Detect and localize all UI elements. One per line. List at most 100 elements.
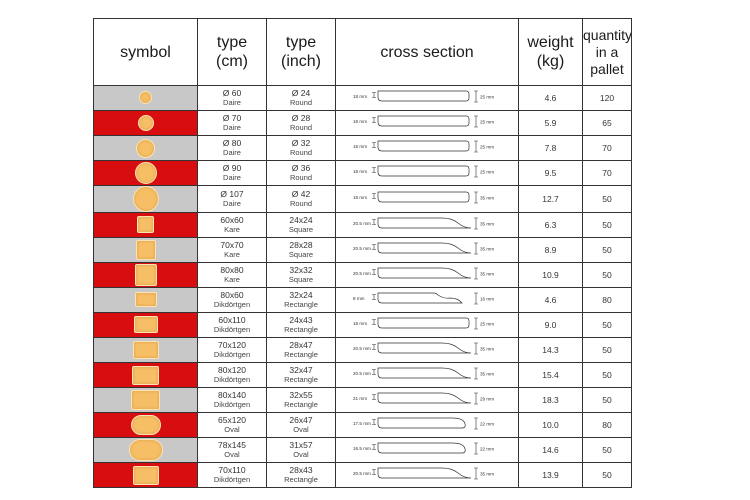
profile-drawing: 20.5 mm 35 mm [353,467,494,480]
cross-section-cell: 20.5 mm 35 mm [335,337,519,363]
round-tile-icon [134,162,157,184]
right-height-label: 25 mm [480,170,494,175]
type-inch-cell: 24x43 Rectangle [266,312,336,338]
cross-section-cell: 18 mm 25 mm [335,312,519,338]
type-inch-cell: Ø 32 Round [266,135,336,161]
cross-section-cell: 18 mm 35 mm [335,185,519,213]
symbol-cell [93,462,198,488]
profile-drawing: 20.5 mm 35 mm [353,367,494,380]
profile-outline [377,242,472,254]
weight-cell: 4.6 [518,287,583,313]
quantity-cell: 50 [582,337,632,363]
type-cm-cell-label: Daire [223,148,241,157]
right-height-label: 35 mm [480,272,494,277]
table-row: 60x110 Dikdörtgen 24x43 Rectangle 18 mm 25 mm… [93,312,632,338]
weight-cell: 9.0 [518,312,583,338]
weight-cell: 14.6 [518,437,583,463]
quantity-cell: 80 [582,412,632,438]
type-cm-cell-label: Dikdörtgen [213,350,251,359]
profile-outline [377,392,472,404]
type-cm-cell: 60x110 Dikdörtgen [197,312,267,338]
weight-cell: 7.8 [518,135,583,161]
cross-section-cell: 8 mm 16 mm [335,287,519,313]
left-dimension-bracket [372,294,376,300]
symbol-cell [93,287,198,313]
profile-drawing: 20.5 mm 35 mm [353,242,494,255]
left-thickness-label: 18 mm [353,195,367,200]
type-inch-cell-label: Rectangle [284,375,318,384]
type-inch-cell-label: Oval [293,450,309,459]
left-thickness-label: 17.5 mm [353,421,371,426]
type-cm-cell: Ø 90 Daire [197,160,267,186]
left-thickness-label: 8 mm [353,296,365,301]
left-dimension-bracket [372,92,376,98]
left-dimension-bracket [372,444,376,450]
left-thickness-label: 18 mm [353,94,367,99]
profile-outline [377,115,470,127]
type-cm-cell: 80x80 Kare [197,262,267,288]
rect-tile-icon [134,292,157,308]
table-row: 70x120 Dikdörtgen 28x47 Rectangle 20.5 mm 35 … [93,337,632,363]
type-inch-cell-value: 32x24 [289,290,313,300]
right-dimension-bracket [474,267,478,280]
right-dimension-bracket [474,292,478,305]
symbol-cell [93,387,198,413]
symbol-cell [93,185,198,213]
type-cm-cell-value: Ø 107 [220,189,244,199]
header-quantity-line1: quantity [583,26,632,43]
quantity-cell: 50 [582,362,632,388]
rect-tile-icon [133,316,158,334]
right-height-label: 35 mm [480,472,494,477]
right-height-label: 35 mm [480,372,494,377]
header-type-inch: type (inch) [266,18,336,86]
table-row: 80x80 Kare 32x32 Square 20.5 mm 35 mm 10.9 50 [93,262,632,288]
header-weight: weight (kg) [518,18,583,86]
type-inch-cell-value: 32x47 [289,365,313,375]
cross-section-cell: 20.5 mm 35 mm [335,262,519,288]
quantity-cell: 50 [582,185,632,213]
type-cm-cell-value: Ø 60 [222,88,242,98]
profile-outline [377,367,472,379]
right-height-label: 35 mm [480,347,494,352]
profile-drawing: 21 mm 29 mm [353,392,494,405]
type-cm-cell-value: 80x140 [218,390,246,400]
left-dimension-bracket [372,419,376,425]
type-cm-cell-value: 70x70 [220,240,244,250]
type-inch-cell-value: 28x28 [289,240,313,250]
right-dimension-bracket [474,442,478,455]
right-dimension-bracket [474,317,478,330]
left-thickness-label: 20.5 mm [353,346,371,351]
header-row: symbol type (cm) type (inch) cross secti… [93,18,632,86]
type-cm-cell: Ø 70 Daire [197,110,267,136]
profile-outline [377,140,470,152]
right-height-label: 35 mm [480,222,494,227]
type-inch-cell: 32x55 Rectangle [266,387,336,413]
header-type-cm-line2: (cm) [216,53,248,70]
product-spec-table: symbol type (cm) type (inch) cross secti… [93,18,632,488]
right-height-label: 22 mm [480,447,494,452]
type-cm-cell-value: 70x120 [218,340,246,350]
quantity-cell: 80 [582,287,632,313]
header-quantity: quantity in a pallet [582,18,632,86]
type-inch-cell-value: Ø 42 [291,189,311,199]
weight-cell: 10.0 [518,412,583,438]
quantity-cell: 50 [582,212,632,238]
type-cm-cell-label: Oval [224,450,240,459]
left-thickness-label: 18 mm [353,144,367,149]
left-dimension-bracket [372,344,376,350]
profile-drawing: 16.5 mm 22 mm [353,442,494,455]
profile-outline [377,217,472,229]
table-row: 80x120 Dikdörtgen 32x47 Rectangle 20.5 mm 35 … [93,362,632,388]
type-cm-cell-value: 80x120 [218,365,246,375]
weight-cell: 14.3 [518,337,583,363]
profile-outline [377,317,470,329]
quantity-cell: 70 [582,160,632,186]
profile-drawing: 20.5 mm 35 mm [353,342,494,355]
round-tile-icon [139,91,152,105]
type-cm-cell: 70x70 Kare [197,237,267,263]
cross-section-cell: 20.5 mm 35 mm [335,362,519,388]
right-dimension-bracket [474,115,478,128]
type-inch-cell-value: 28x43 [289,465,313,475]
left-dimension-bracket [372,244,376,250]
cross-section-cell: 20.5 mm 35 mm [335,212,519,238]
